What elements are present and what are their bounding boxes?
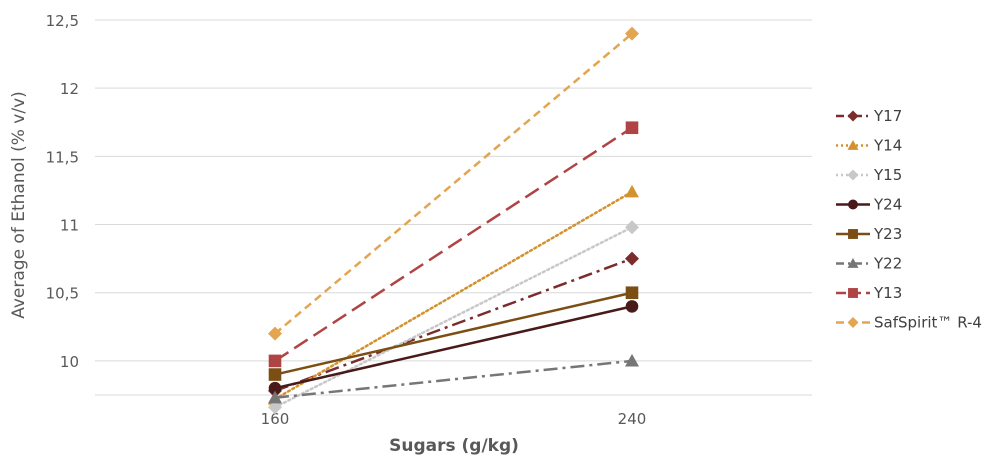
legend-item: Y17 — [836, 107, 902, 125]
y-tick-label: 11,5 — [46, 148, 79, 166]
series-y13 — [268, 121, 639, 368]
data-point — [625, 300, 639, 313]
data-point — [625, 121, 639, 135]
data-point — [625, 220, 639, 235]
legend-label: Y13 — [873, 284, 902, 302]
data-point — [625, 251, 639, 266]
data-point — [625, 26, 639, 41]
series-y23 — [268, 286, 639, 381]
series-line — [273, 226, 634, 409]
series-line — [274, 305, 633, 390]
legend-marker — [847, 169, 859, 181]
legend-label: Y17 — [873, 107, 902, 125]
legend-item: Y24 — [836, 196, 902, 214]
series-line — [274, 32, 633, 335]
data-point — [625, 184, 639, 198]
legend-label: Y23 — [873, 225, 902, 243]
legend: Y17 Y14 Y15 Y24 Y23 Y22 Y13 SafSpirit™ R-4 — [836, 107, 982, 332]
data-point — [268, 326, 282, 341]
legend-marker — [847, 110, 859, 122]
data-point — [625, 286, 639, 300]
legend-label: SafSpirit™ R-4 — [874, 314, 982, 332]
series-safspirit-r-4 — [268, 26, 639, 341]
series-line — [273, 190, 634, 401]
y-tick-label: 11 — [60, 217, 79, 235]
series-line — [274, 257, 633, 393]
legend-label: Y24 — [873, 196, 902, 214]
legend-marker — [847, 140, 859, 150]
series-y22 — [268, 353, 639, 404]
axes: 10 10,5 11 11,5 12 12,5 160 240 — [46, 12, 812, 428]
legend-item: Y13 — [836, 284, 902, 302]
legend-marker — [848, 229, 858, 239]
gridlines — [95, 19, 812, 362]
legend-item: Y23 — [836, 225, 902, 243]
data-point — [268, 381, 282, 395]
data-point — [268, 390, 282, 404]
legend-marker — [848, 199, 858, 210]
legend-label: Y22 — [873, 255, 902, 273]
series-line — [274, 291, 633, 376]
legend-marker — [847, 258, 859, 268]
y-axis-title: Average of Ethanol (% v/v) — [9, 91, 29, 319]
legend-marker — [848, 288, 858, 298]
legend-item: Y14 — [836, 137, 902, 155]
data-point — [268, 368, 282, 381]
data-point — [268, 400, 282, 415]
data-point — [268, 354, 282, 368]
y-tick-label: 12,5 — [46, 12, 79, 30]
x-tick-label: 240 — [618, 410, 647, 428]
series-y15 — [268, 220, 639, 415]
y-tick-label: 10,5 — [46, 285, 79, 303]
series-line — [274, 126, 633, 362]
legend-label: Y15 — [873, 166, 902, 184]
series-line — [274, 359, 633, 399]
legend-item: Y22 — [836, 255, 902, 273]
data-point — [625, 353, 639, 367]
legend-item: Y15 — [836, 166, 902, 184]
y-tick-label: 10 — [60, 353, 79, 371]
series-lines — [268, 26, 639, 415]
x-axis-title: Sugars (g/kg) — [389, 436, 519, 456]
series-y24 — [268, 300, 639, 395]
legend-item: SafSpirit™ R-4 — [836, 314, 982, 332]
legend-label: Y14 — [873, 137, 902, 155]
x-tick-label: 160 — [261, 410, 290, 428]
y-tick-label: 12 — [60, 80, 79, 98]
series-y14 — [268, 184, 639, 405]
legend-marker — [847, 317, 859, 328]
